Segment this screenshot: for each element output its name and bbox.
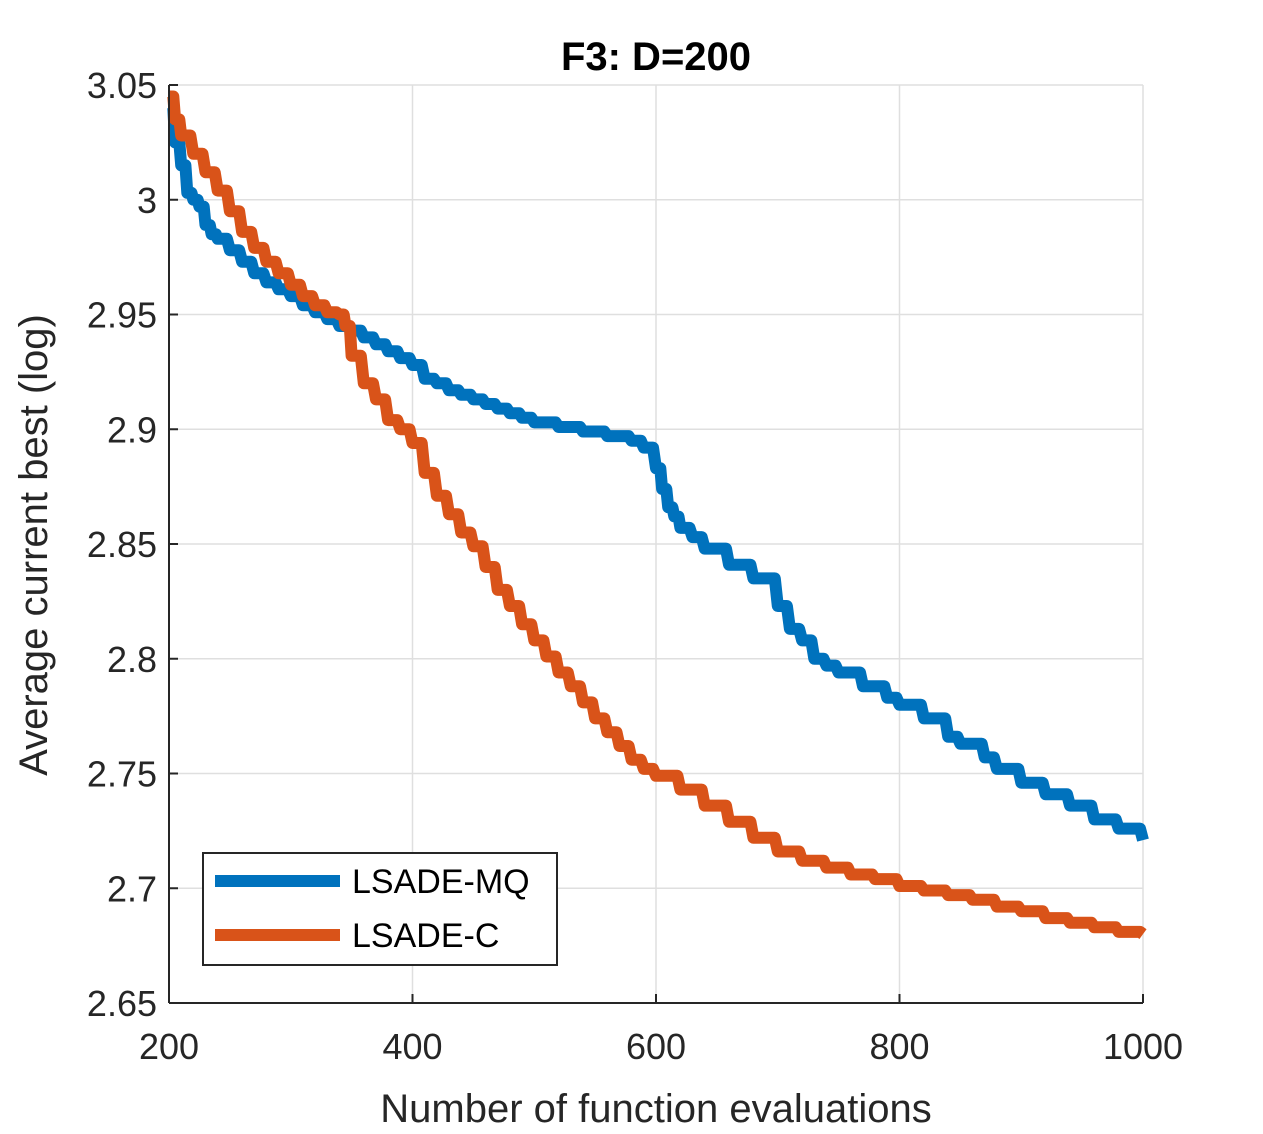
x-tick-label: 800 bbox=[869, 1026, 929, 1067]
y-tick-label: 2.9 bbox=[107, 409, 157, 450]
x-tick-label: 1000 bbox=[1103, 1026, 1183, 1067]
y-tick-label: 2.7 bbox=[107, 868, 157, 909]
legend-box bbox=[202, 852, 558, 966]
x-tick-label: 200 bbox=[139, 1026, 199, 1067]
chart-title: F3: D=200 bbox=[561, 35, 751, 79]
y-tick-label: 3.05 bbox=[87, 65, 157, 106]
series-line-lsade-mq bbox=[167, 101, 1149, 842]
y-tick-label: 2.95 bbox=[87, 295, 157, 336]
y-tick-label: 3 bbox=[137, 180, 157, 221]
x-axis-label: Number of function evaluations bbox=[380, 1087, 931, 1131]
series-group bbox=[167, 90, 1149, 939]
legend-label-lsade-c: LSADE-C bbox=[352, 917, 499, 955]
y-tick-label: 2.75 bbox=[87, 754, 157, 795]
y-tick-label: 2.8 bbox=[107, 639, 157, 680]
x-tick-label: 600 bbox=[626, 1026, 686, 1067]
x-tick-label: 400 bbox=[382, 1026, 442, 1067]
legend: LSADE-MQ LSADE-C bbox=[202, 852, 558, 966]
y-axis-label: Average current best (log) bbox=[12, 314, 56, 776]
y-ticks: 2.65 2.7 2.75 2.8 2.85 2.9 2.95 3 3.05 bbox=[87, 65, 178, 1024]
legend-label-lsade-mq: LSADE-MQ bbox=[352, 863, 530, 901]
y-tick-label: 2.65 bbox=[87, 983, 157, 1024]
x-ticks: 200 400 600 800 1000 bbox=[139, 994, 1183, 1067]
y-tick-label: 2.85 bbox=[87, 524, 157, 565]
series-line-lsade-c bbox=[167, 90, 1147, 939]
